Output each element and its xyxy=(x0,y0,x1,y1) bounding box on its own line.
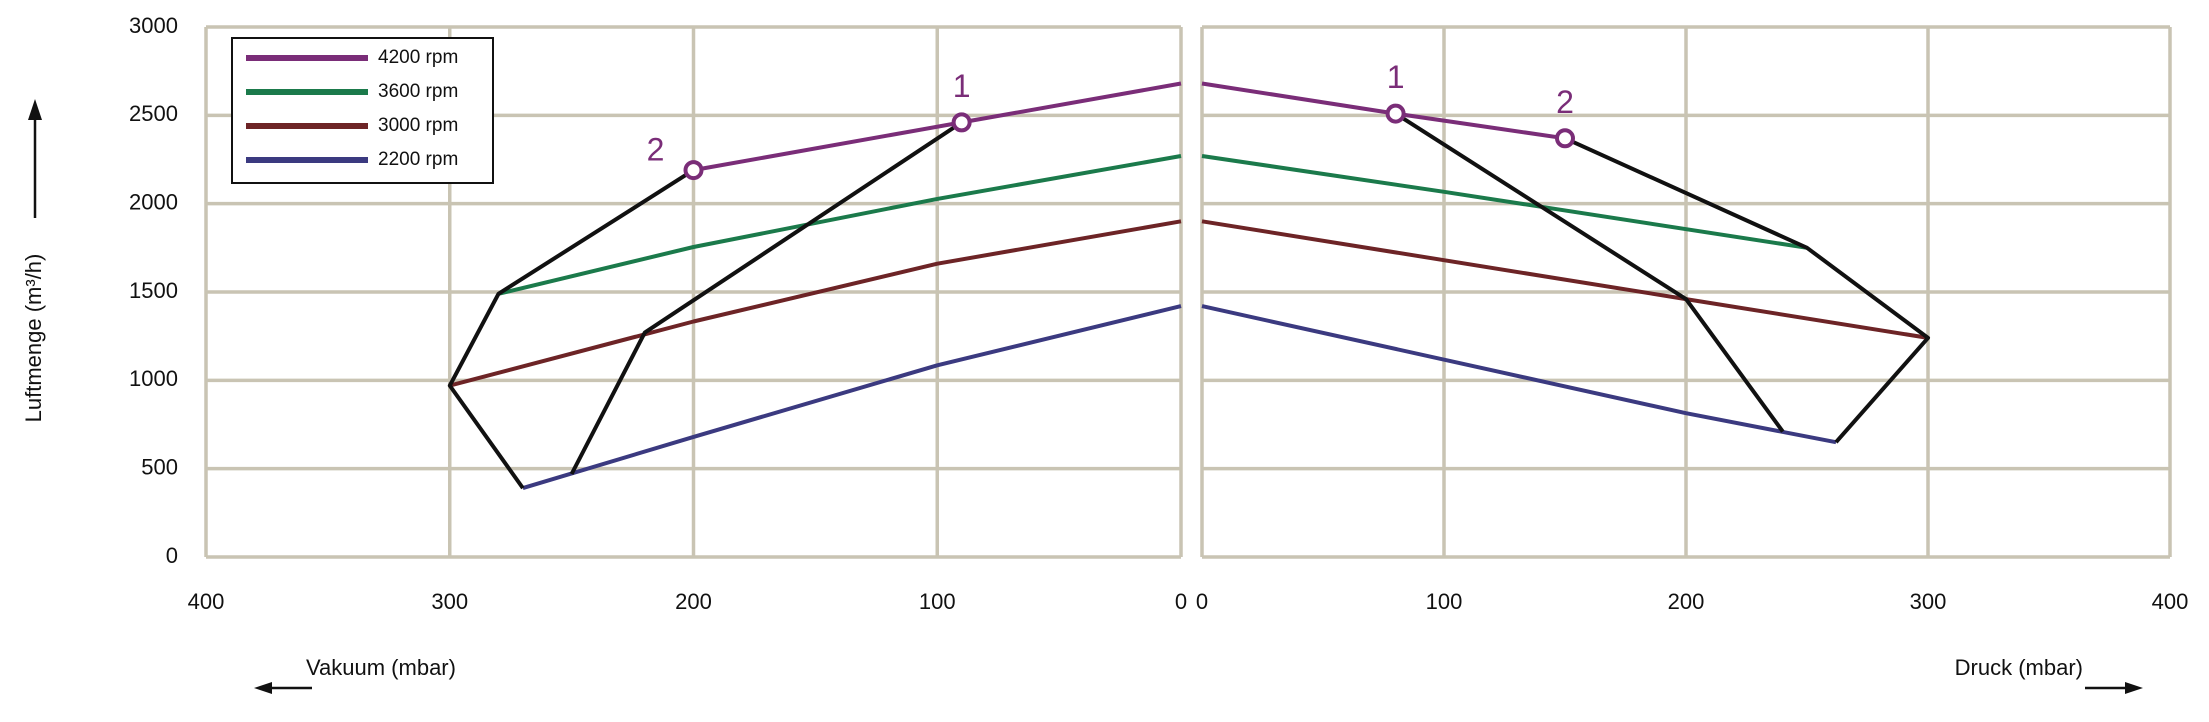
limit-line xyxy=(569,120,963,475)
operating-point xyxy=(1555,128,1575,149)
series-line xyxy=(498,154,1182,296)
point-label: 2 xyxy=(1556,84,1574,120)
x-tick-label: 400 xyxy=(2152,589,2189,614)
limit-line xyxy=(447,168,695,490)
y-tick-label: 2500 xyxy=(129,101,178,126)
legend-label: 4200 rpm xyxy=(378,47,458,68)
y-tick-label: 500 xyxy=(141,454,178,479)
x-arrow-head xyxy=(254,682,272,694)
operating-point xyxy=(1385,103,1406,124)
x-tick-label: 400 xyxy=(188,589,225,614)
y-tick-label: 1500 xyxy=(129,278,178,303)
x-tick-label: 200 xyxy=(675,589,712,614)
x-tick-label: 0 xyxy=(1196,589,1208,614)
series-line xyxy=(449,219,1182,388)
y-axis-title: Luftmenge (m³/h) xyxy=(21,254,46,423)
legend-label: 3000 rpm xyxy=(378,115,458,136)
legend-label: 3600 rpm xyxy=(378,81,458,102)
series-line xyxy=(1201,219,1929,340)
series-line xyxy=(1201,304,1837,445)
limit-line xyxy=(1564,136,1930,444)
operating-point xyxy=(951,112,972,133)
x-tick-label: 200 xyxy=(1668,589,1705,614)
y-arrow-head xyxy=(28,99,42,120)
y-tick-label: 3000 xyxy=(129,13,178,38)
x-tick-label: 100 xyxy=(1426,589,1463,614)
series-line xyxy=(1201,154,1808,250)
point-label: 2 xyxy=(647,132,665,168)
operating-point xyxy=(683,160,704,181)
limit-line xyxy=(1394,111,1785,433)
point-label: 1 xyxy=(1387,59,1405,95)
point-label: 1 xyxy=(953,68,971,104)
x-tick-label: 300 xyxy=(1910,589,1947,614)
x-tick-label: 0 xyxy=(1175,589,1187,614)
y-tick-label: 1000 xyxy=(129,366,178,391)
x-axis-title: Vakuum (mbar) xyxy=(306,655,456,680)
x-tick-label: 100 xyxy=(919,589,956,614)
y-tick-label: 2000 xyxy=(129,189,178,214)
x-axis-title: Druck (mbar) xyxy=(1955,655,2083,680)
series-line xyxy=(522,304,1182,491)
y-tick-label: 0 xyxy=(166,543,178,568)
x-arrow-head xyxy=(2125,682,2143,694)
x-tick-label: 300 xyxy=(431,589,468,614)
series-line xyxy=(1201,81,1566,141)
legend-label: 2200 rpm xyxy=(378,149,458,170)
